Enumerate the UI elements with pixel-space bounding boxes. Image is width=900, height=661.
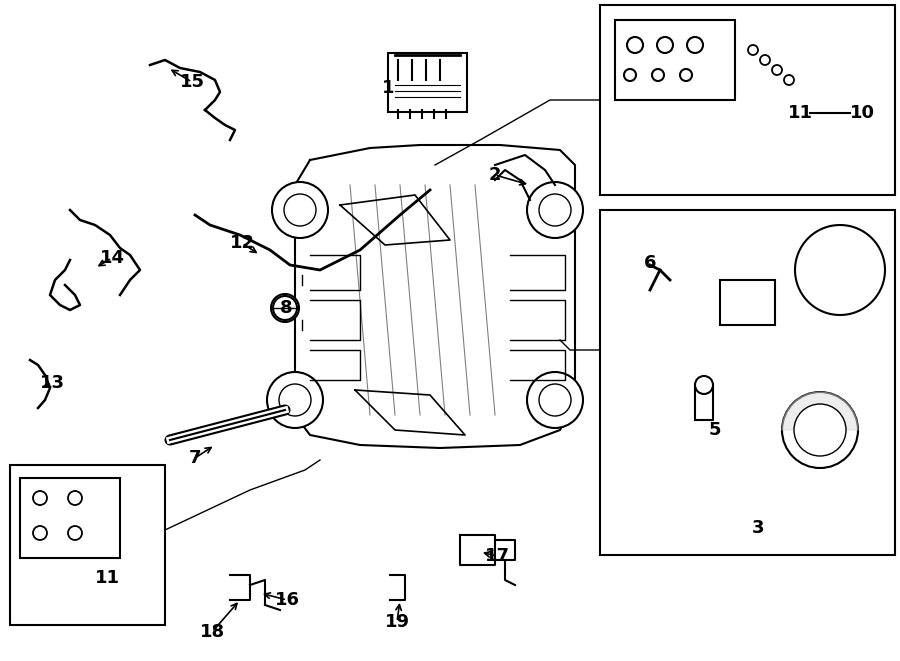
Polygon shape xyxy=(782,392,858,430)
Text: 6: 6 xyxy=(644,254,656,272)
Circle shape xyxy=(527,182,583,238)
Circle shape xyxy=(687,37,703,53)
Circle shape xyxy=(68,526,82,540)
Circle shape xyxy=(279,384,311,416)
Bar xyxy=(720,280,775,325)
Circle shape xyxy=(748,45,758,55)
Circle shape xyxy=(33,491,47,505)
Text: 2: 2 xyxy=(489,166,501,184)
Circle shape xyxy=(782,392,858,468)
Circle shape xyxy=(267,372,323,428)
Circle shape xyxy=(680,69,692,81)
Circle shape xyxy=(271,294,299,322)
Circle shape xyxy=(627,37,643,53)
Text: 11: 11 xyxy=(788,104,813,122)
Text: 4: 4 xyxy=(722,294,734,312)
Text: 13: 13 xyxy=(40,374,65,392)
Circle shape xyxy=(794,404,846,456)
Circle shape xyxy=(273,296,297,320)
Text: 19: 19 xyxy=(384,613,410,631)
Text: 12: 12 xyxy=(230,234,255,252)
Circle shape xyxy=(652,69,664,81)
Text: 14: 14 xyxy=(100,249,124,267)
Circle shape xyxy=(539,384,571,416)
Text: 9: 9 xyxy=(71,479,83,497)
Text: 17: 17 xyxy=(484,547,509,565)
Circle shape xyxy=(539,194,571,226)
Bar xyxy=(10,465,165,625)
Text: 18: 18 xyxy=(200,623,225,641)
FancyBboxPatch shape xyxy=(388,53,467,112)
Text: 7: 7 xyxy=(189,449,202,467)
Circle shape xyxy=(527,372,583,428)
Bar xyxy=(600,210,895,555)
Polygon shape xyxy=(295,145,575,448)
Text: 8: 8 xyxy=(280,299,292,317)
Bar xyxy=(615,20,735,100)
Circle shape xyxy=(624,69,636,81)
Circle shape xyxy=(657,37,673,53)
Circle shape xyxy=(772,65,782,75)
Text: 3: 3 xyxy=(752,519,764,537)
Bar xyxy=(695,385,713,420)
Bar xyxy=(20,478,120,558)
Circle shape xyxy=(695,376,713,394)
Circle shape xyxy=(68,491,82,505)
Circle shape xyxy=(33,526,47,540)
Circle shape xyxy=(272,182,328,238)
Circle shape xyxy=(784,75,794,85)
Bar xyxy=(600,5,895,195)
Text: 11: 11 xyxy=(94,569,120,587)
Text: 5: 5 xyxy=(709,421,721,439)
Text: 16: 16 xyxy=(274,591,300,609)
Text: 10: 10 xyxy=(850,104,875,122)
Text: 1: 1 xyxy=(382,79,394,97)
Circle shape xyxy=(284,194,316,226)
Circle shape xyxy=(760,55,770,65)
Text: 15: 15 xyxy=(179,73,204,91)
